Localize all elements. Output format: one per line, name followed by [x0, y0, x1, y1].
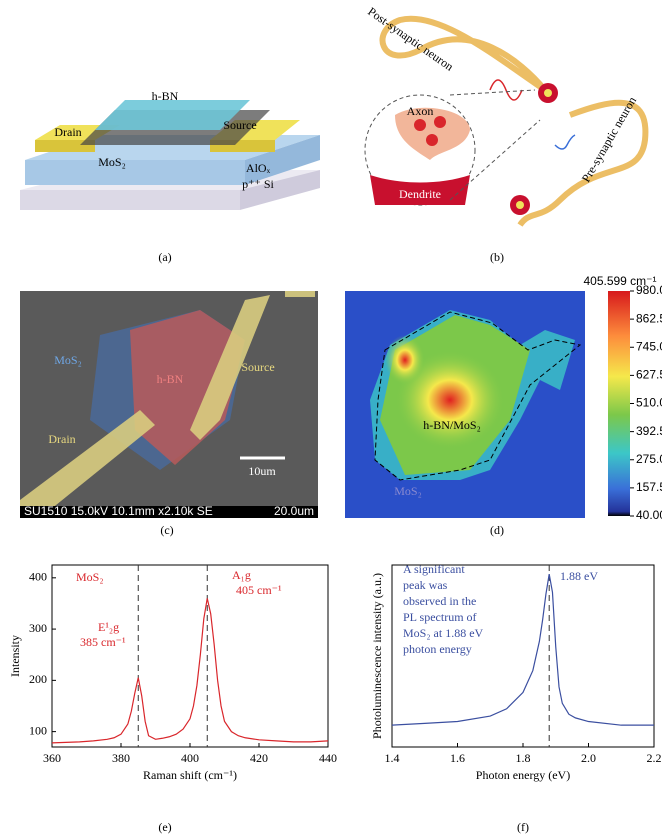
panel-d: h-BN/MoS₂ MoS₂ 405.599 cm⁻¹ (d)	[345, 274, 657, 537]
annotation: E¹₂g	[98, 620, 119, 634]
panel-label: (d)	[490, 523, 504, 537]
label: 20.0um	[274, 504, 314, 518]
colorbar	[608, 291, 630, 516]
x-tick-label: 400	[181, 751, 199, 765]
label: MoS₂	[98, 155, 126, 169]
x-tick-label: 1.4	[385, 751, 400, 765]
plot-frame	[391, 564, 655, 748]
x-axis-label: Photon energy (eV)	[476, 768, 570, 782]
label: Axon	[407, 104, 434, 118]
colorbar-tick-label: 745.0	[636, 339, 662, 353]
annotation: MoS₂ at 1.88 eV	[403, 626, 484, 640]
label: Source	[223, 118, 256, 132]
label: Drain	[48, 432, 75, 446]
colorbar-title: 405.599 cm⁻¹	[583, 274, 656, 288]
x-tick-label: 2.0	[581, 751, 596, 765]
y-tick-label: 400	[29, 570, 47, 584]
y-axis-label: Photoluminescence intensity (a.u.)	[370, 573, 384, 739]
colorbar-tick-label: 510.0	[636, 396, 662, 410]
colorbar-tick-label: 157.5	[636, 480, 662, 494]
label: h-BN	[152, 89, 179, 103]
colorbar-tick-label: 627.5	[636, 368, 662, 382]
y-tick-label: 200	[29, 672, 47, 686]
panel-label: (b)	[490, 250, 504, 264]
label: AlOₓ	[246, 161, 271, 175]
panel-label: (c)	[160, 523, 173, 537]
label: 10um	[248, 464, 276, 478]
x-tick-label: 380	[112, 751, 130, 765]
annotation: 1.88 eV	[560, 569, 598, 583]
label: h-BN/MoS₂	[423, 418, 481, 432]
label: h-BN	[157, 372, 184, 386]
panel-b: Post-synaptic neuron Pre-synaptic neuron…	[364, 4, 649, 264]
y-tick-label: 100	[29, 723, 47, 737]
label: Drain	[54, 125, 81, 139]
panel-c: MoS₂ h-BN Source Drain 10um SU1510 15.0k…	[20, 291, 318, 537]
panel-label: (f)	[517, 820, 529, 834]
panel-label: (a)	[158, 250, 171, 264]
colorbar-tick-label: 980.0	[636, 283, 662, 297]
y-axis-label: Intensity	[8, 635, 22, 677]
label: MoS₂	[54, 353, 82, 367]
label: Dendrite	[399, 187, 441, 201]
x-axis-label: Raman shift (cm⁻¹)	[143, 768, 237, 782]
x-tick-label: 440	[319, 751, 337, 765]
annotation: A₁g	[232, 568, 251, 582]
x-tick-label: 360	[43, 751, 61, 765]
label: SU1510 15.0kV 10.1mm x2.10k SE	[24, 504, 213, 518]
panel-label: (e)	[158, 820, 171, 834]
annotation: 405 cm⁻¹	[236, 583, 282, 597]
y-tick-label: 300	[29, 621, 47, 635]
label: Source	[241, 360, 274, 374]
x-tick-label: 2.2	[647, 751, 662, 765]
data-line	[391, 573, 654, 726]
annotation: A significant	[403, 562, 465, 576]
chart: 1.4 1.6 1.8 2.0 2.2 A significant peak was obse…	[370, 562, 662, 834]
colorbar-tick-label: 275.0	[636, 452, 662, 466]
annotation: observed in the	[403, 594, 476, 608]
x-tick-label: 1.8	[516, 751, 531, 765]
annotation: photon energy	[403, 642, 472, 656]
x-tick-label: 420	[250, 751, 268, 765]
colorbar-tick-label: 40.00	[636, 508, 662, 522]
annotation: 385 cm⁻¹	[80, 635, 126, 649]
label: MoS₂	[394, 484, 422, 498]
colorbar-tick-label: 392.5	[636, 424, 662, 438]
colorbar-tick-label: 862.5	[636, 311, 662, 325]
data-line	[51, 598, 329, 744]
x-tick-label: 1.6	[450, 751, 465, 765]
panel-a: h-BN Drain Source MoS₂ AlOₓ p⁺⁺ Si (a)	[20, 89, 320, 264]
annotation: PL spectrum of	[403, 610, 477, 624]
annotation: peak was	[403, 578, 448, 592]
label: p⁺⁺ Si	[242, 177, 274, 191]
annotation: MoS₂	[76, 570, 104, 584]
